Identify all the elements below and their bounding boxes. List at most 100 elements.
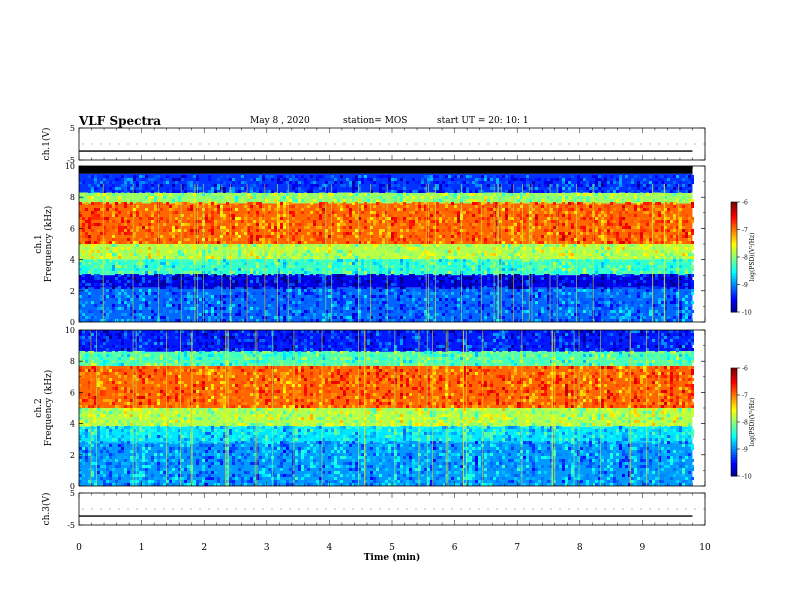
spectral-cell [589,187,592,190]
spectral-cell [298,229,301,232]
spectral-cell [115,253,118,256]
spectral-cell [502,175,505,178]
spectral-cell [406,247,409,250]
spectral-cell [547,277,550,280]
spectral-cell [220,226,223,229]
spectral-cell [253,253,256,256]
spectral-cell [475,196,478,199]
spectral-cell [268,229,271,232]
spectral-cell [379,256,382,259]
spectral-cell [337,175,340,178]
spectral-cell [481,277,484,280]
spectral-cell [241,193,244,196]
spectral-cell [253,292,256,295]
spectral-cell [85,253,88,256]
spectral-cell [403,256,406,259]
spectral-cell [388,175,391,178]
spectral-cell [463,193,466,196]
spectral-cell [220,223,223,226]
spectral-cell [94,223,97,226]
spectral-cell [307,235,310,238]
spectral-cell [166,319,169,322]
spectral-cell [265,313,268,316]
spectral-cell [412,259,415,262]
spectral-cell [217,211,220,214]
spectral-cell [364,226,367,229]
spectral-cell [550,190,553,193]
spectral-cell [82,229,85,232]
spectral-cell [547,256,550,259]
spectral-cell [604,205,607,208]
spectral-cell [331,178,334,181]
spectral-cell [94,244,97,247]
spectral-cell [340,175,343,178]
spectral-cell [178,235,181,238]
spectral-cell [523,187,526,190]
spectral-cell [328,307,331,310]
spectral-cell [523,178,526,181]
spectral-cell [595,190,598,193]
spectral-cell [94,217,97,220]
spectral-cell [154,202,157,205]
spectral-cell [370,226,373,229]
spectral-cell [94,304,97,307]
spectral-cell [454,280,457,283]
spectral-cell [223,214,226,217]
spectral-cell [424,271,427,274]
spectral-cell [196,178,199,181]
spectral-cell [409,316,412,319]
spectral-cell [139,214,142,217]
spectral-cell [292,265,295,268]
spectral-cell [400,217,403,220]
spectral-cell [346,301,349,304]
spectral-cell [541,244,544,247]
spectral-cell [154,232,157,235]
spectral-cell [277,214,280,217]
spectral-cell [133,214,136,217]
spectral-cell [382,286,385,289]
spectral-cell [325,181,328,184]
spectral-cell [103,292,106,295]
spectral-cell [499,211,502,214]
spectral-cell [547,181,550,184]
spectral-cell [412,232,415,235]
spectral-cell [382,262,385,265]
spectral-cell [103,283,106,286]
spectral-cell [400,304,403,307]
spectral-cell [349,199,352,202]
spectral-cell [115,202,118,205]
spectral-cell [337,316,340,319]
spectral-cell [220,187,223,190]
spectral-cell [130,250,133,253]
spectral-cell [124,184,127,187]
spectral-cell [94,187,97,190]
spectral-cell [418,226,421,229]
spectral-cell [112,184,115,187]
spectral-cell [400,190,403,193]
spectral-cell [523,280,526,283]
spectral-cell [316,193,319,196]
spectral-cell [118,283,121,286]
spectral-cell [337,259,340,262]
spectral-cell [253,220,256,223]
spectral-cell [343,223,346,226]
spectral-cell [205,298,208,301]
spectral-cell [343,208,346,211]
spectral-cell [451,199,454,202]
spectral-cell [535,247,538,250]
spectral-cell [283,205,286,208]
spectral-cell [430,283,433,286]
spectral-cell [175,220,178,223]
spectral-cell [148,229,151,232]
spectral-cell [211,223,214,226]
spectral-cell [310,310,313,313]
spectral-cell [319,304,322,307]
spectral-cell [511,283,514,286]
spectral-cell [271,253,274,256]
spectral-cell [595,181,598,184]
spectral-cell [169,220,172,223]
spectral-cell [604,241,607,244]
spectral-cell [265,307,268,310]
spectral-cell [301,223,304,226]
spectral-cell [490,313,493,316]
